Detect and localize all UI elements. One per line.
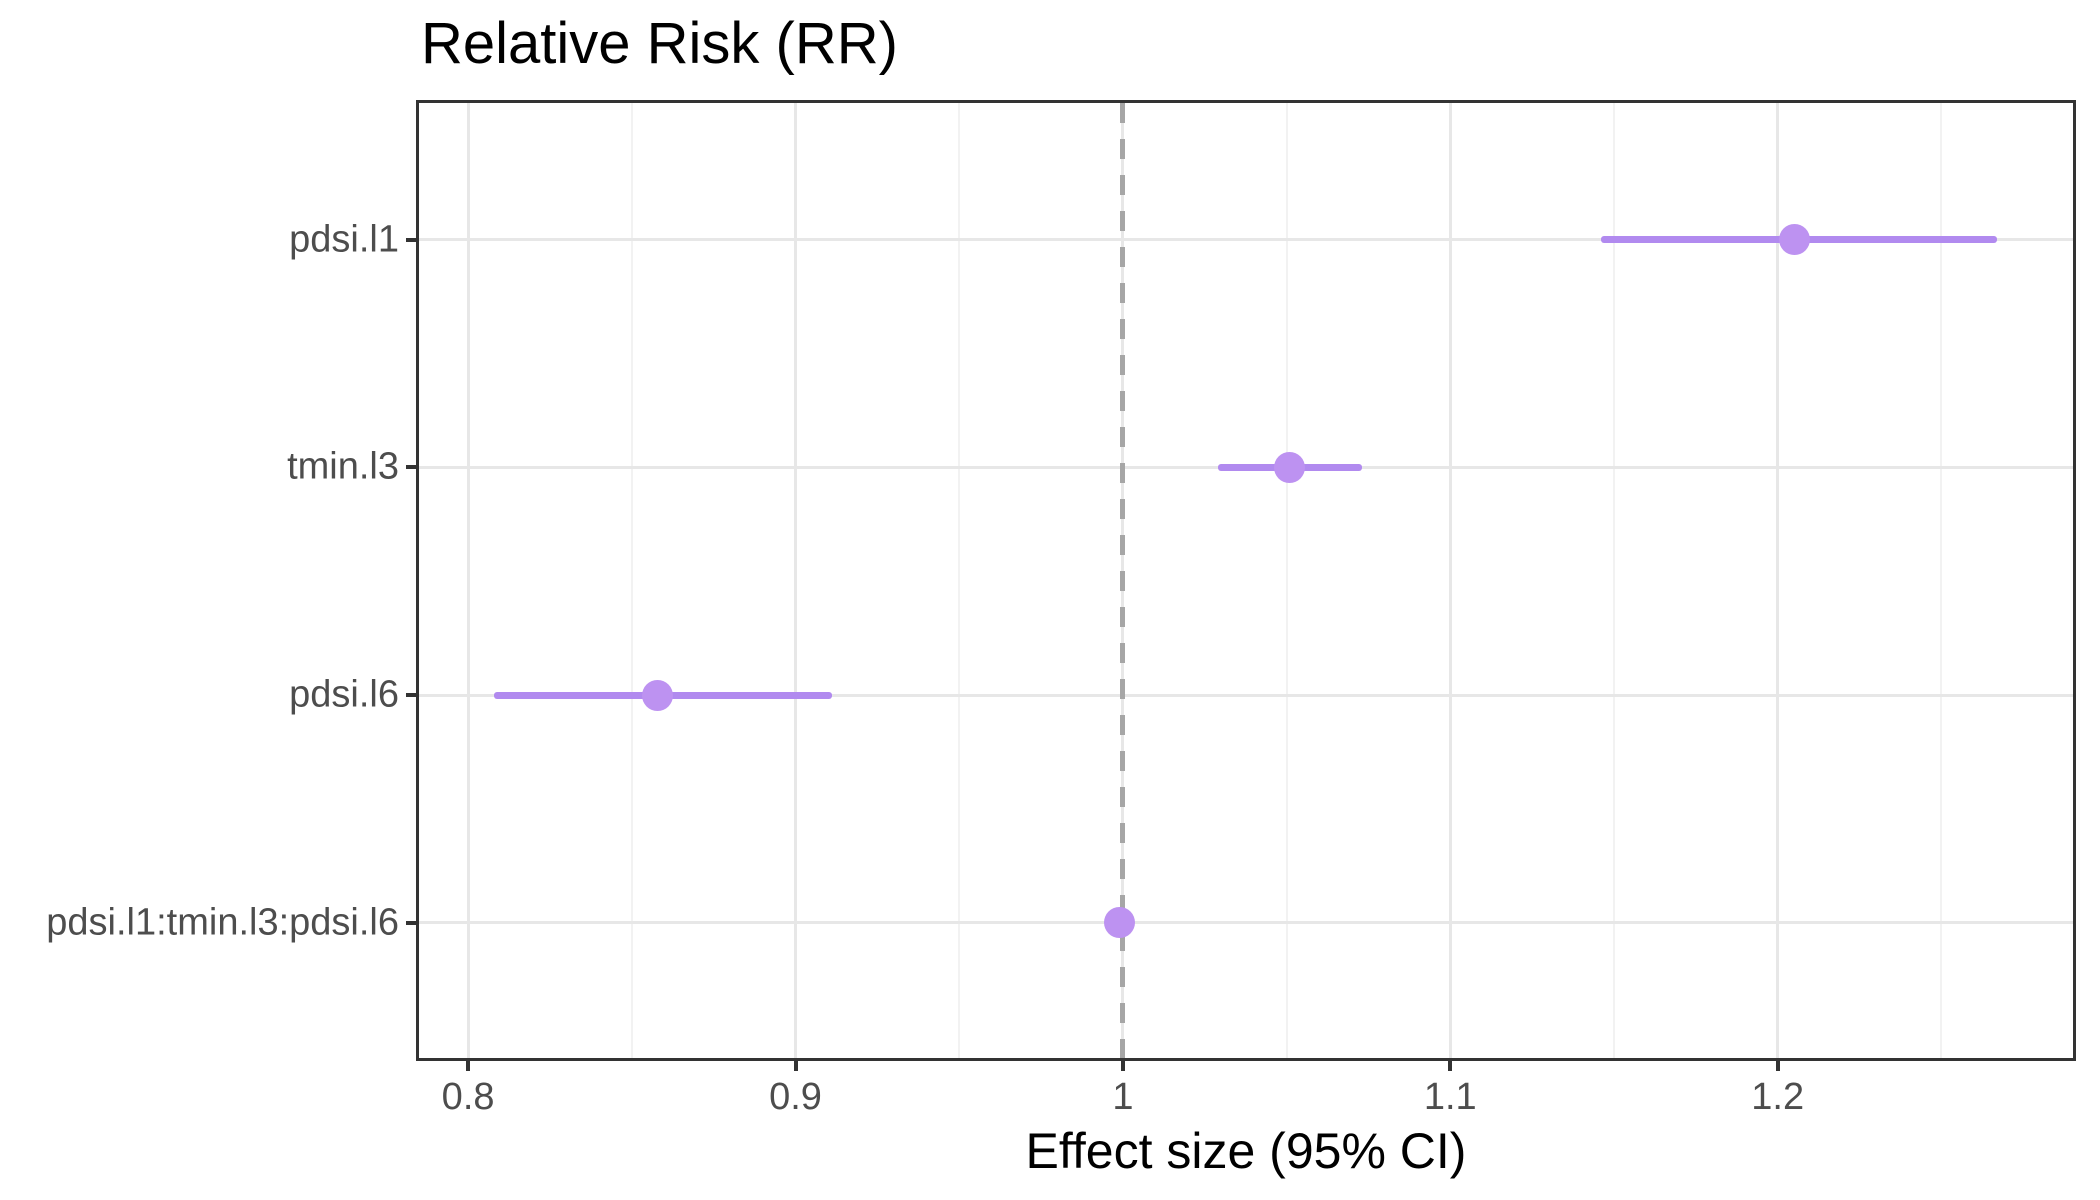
- x-tick-label: 1.2: [1751, 1076, 1805, 1118]
- y-axis-tick: [406, 693, 419, 697]
- grid-major-vline: [466, 103, 470, 1058]
- grid-major-hline: [419, 921, 2073, 925]
- x-tick-label: 1.1: [1423, 1076, 1477, 1118]
- y-axis-tick: [406, 920, 419, 925]
- y-tick-label: pdsi.l6: [289, 673, 399, 716]
- y-tick-label: tmin.l3: [287, 445, 399, 488]
- x-axis-title: Effect size (95% CI): [1025, 1123, 1467, 1179]
- grid-major-vline: [1776, 103, 1780, 1058]
- point-estimate-marker: [1104, 907, 1136, 939]
- x-axis-tick: [1120, 1058, 1125, 1071]
- grid-major-vline: [794, 103, 797, 1058]
- x-tick-label: 0.8: [441, 1076, 495, 1118]
- point-estimate-marker: [1778, 224, 1810, 256]
- grid-minor-vline: [1285, 103, 1288, 1058]
- y-axis-tick: [406, 237, 419, 242]
- y-tick-label: pdsi.l1:tmin.l3:pdsi.l6: [46, 901, 399, 944]
- point-estimate-marker: [642, 679, 674, 711]
- grid-minor-vline: [958, 103, 961, 1058]
- grid-minor-vline: [630, 103, 633, 1058]
- point-estimate-marker: [1274, 451, 1306, 483]
- x-tick-label: 0.9: [769, 1076, 822, 1118]
- x-axis-tick: [1775, 1058, 1780, 1071]
- grid-major-vline: [1448, 103, 1452, 1058]
- grid-minor-vline: [1612, 103, 1615, 1058]
- x-axis-tick: [1448, 1058, 1453, 1071]
- x-axis-tick: [466, 1058, 471, 1071]
- grid-major-hline: [419, 238, 2073, 242]
- y-tick-label: pdsi.l1: [289, 218, 399, 261]
- x-tick-label: 1: [1112, 1076, 1134, 1118]
- grid-major-hline: [419, 693, 2073, 697]
- y-axis-tick: [406, 465, 419, 470]
- plot-title: Relative Risk (RR): [421, 11, 898, 76]
- x-axis-tick: [793, 1058, 798, 1071]
- grid-minor-vline: [1940, 103, 1943, 1058]
- plot-panel: [416, 100, 2076, 1061]
- reference-dashed-line: [1120, 103, 1126, 1058]
